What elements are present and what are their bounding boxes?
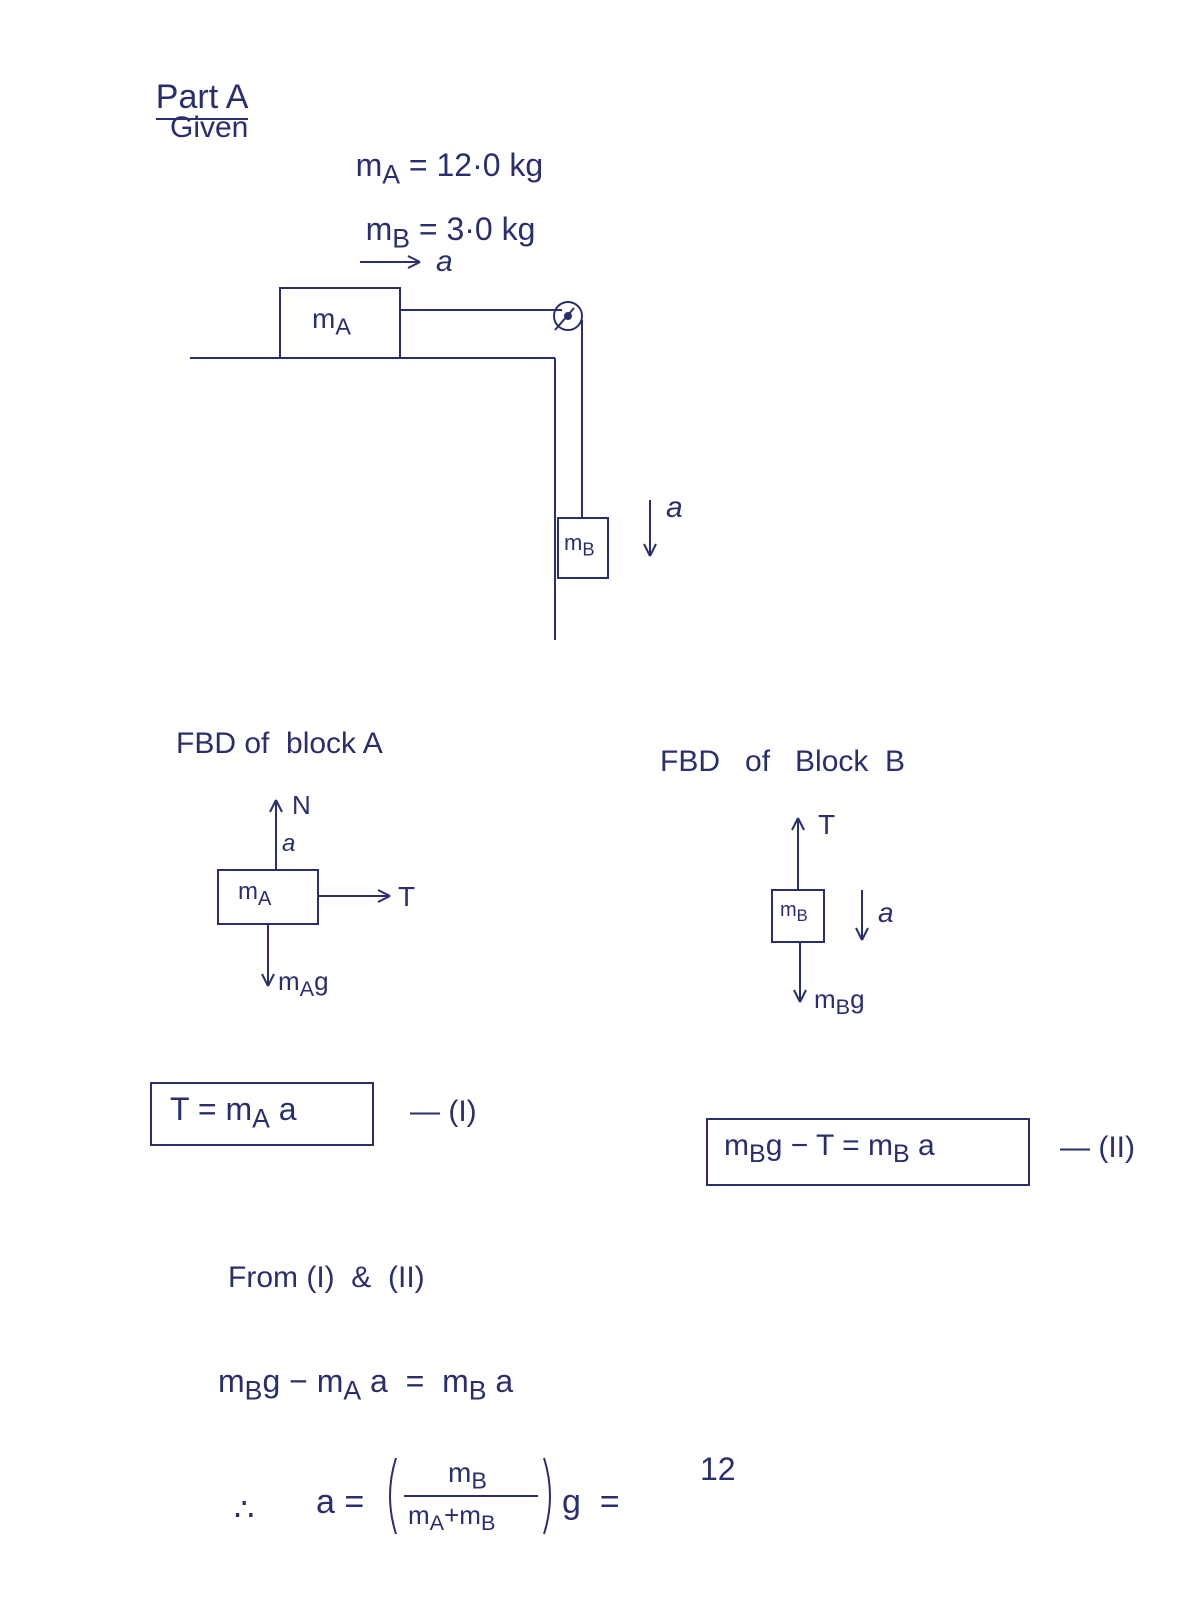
twelve: 12 bbox=[700, 1450, 736, 1488]
frac-num: mB bbox=[448, 1456, 487, 1496]
fraction-parens bbox=[0, 0, 1200, 1606]
frac-den: mA+mB bbox=[408, 1500, 495, 1536]
page-root: Part A Given mA = 12·0 kg mB = 3·0 kg bbox=[0, 0, 1200, 1606]
result-rhs: g = bbox=[562, 1482, 620, 1523]
